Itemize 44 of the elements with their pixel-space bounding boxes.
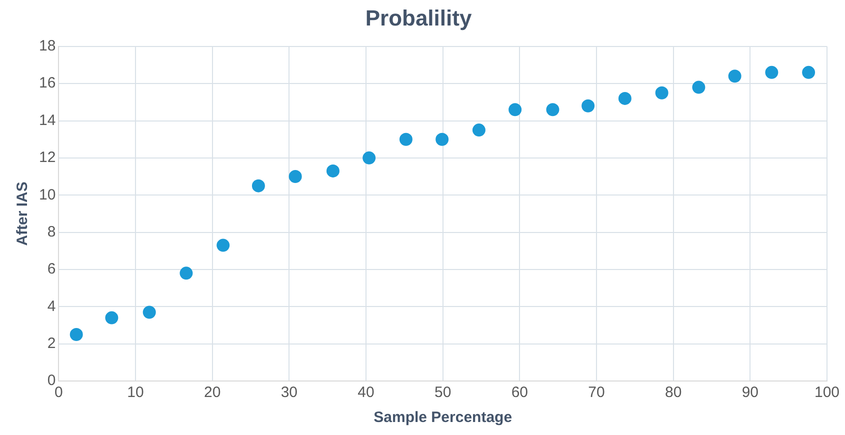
point <box>765 66 778 79</box>
y-tick-label: 6 <box>47 260 56 278</box>
x-tick-label: 40 <box>358 384 374 402</box>
y-tick-label: 10 <box>38 186 56 204</box>
point <box>802 66 816 79</box>
y-tick-label: 4 <box>47 298 56 315</box>
point <box>692 80 706 94</box>
point <box>326 164 340 178</box>
x-tick-label: 30 <box>280 384 298 402</box>
point <box>142 306 156 319</box>
point <box>618 92 632 105</box>
point <box>472 124 486 137</box>
point <box>216 238 230 252</box>
x-tick-label: 80 <box>664 384 682 402</box>
x-tick-label: 70 <box>588 384 605 402</box>
point <box>70 328 83 342</box>
point <box>728 70 742 83</box>
point <box>436 132 449 146</box>
y-tick-label: 12 <box>38 149 56 166</box>
x-tick-label: 10 <box>127 384 144 402</box>
x-tick-label: 20 <box>204 384 221 402</box>
y-tick-label: 0 <box>47 372 56 390</box>
y-axis-title: After IAS <box>14 182 32 246</box>
point <box>655 86 668 100</box>
y-tick-label: 14 <box>38 112 56 129</box>
point <box>546 103 560 116</box>
x-tick-label: 60 <box>511 384 528 402</box>
point <box>399 132 412 146</box>
point <box>180 266 193 280</box>
point <box>582 99 595 112</box>
x-tick-label: 50 <box>434 384 452 402</box>
y-tick-label: 18 <box>38 38 56 55</box>
y-tick-label: 2 <box>47 334 56 352</box>
x-tick-label: 100 <box>814 384 840 402</box>
point <box>508 103 522 116</box>
point <box>362 151 376 164</box>
point <box>252 179 265 192</box>
x-axis-title: Sample Percentage <box>374 409 512 426</box>
y-tick-label: 16 <box>38 74 56 92</box>
point <box>105 311 118 324</box>
chart-title: Probalility <box>365 5 472 30</box>
y-tick-label: 8 <box>47 223 56 240</box>
point <box>288 170 302 184</box>
x-tick-label: 90 <box>742 384 759 402</box>
